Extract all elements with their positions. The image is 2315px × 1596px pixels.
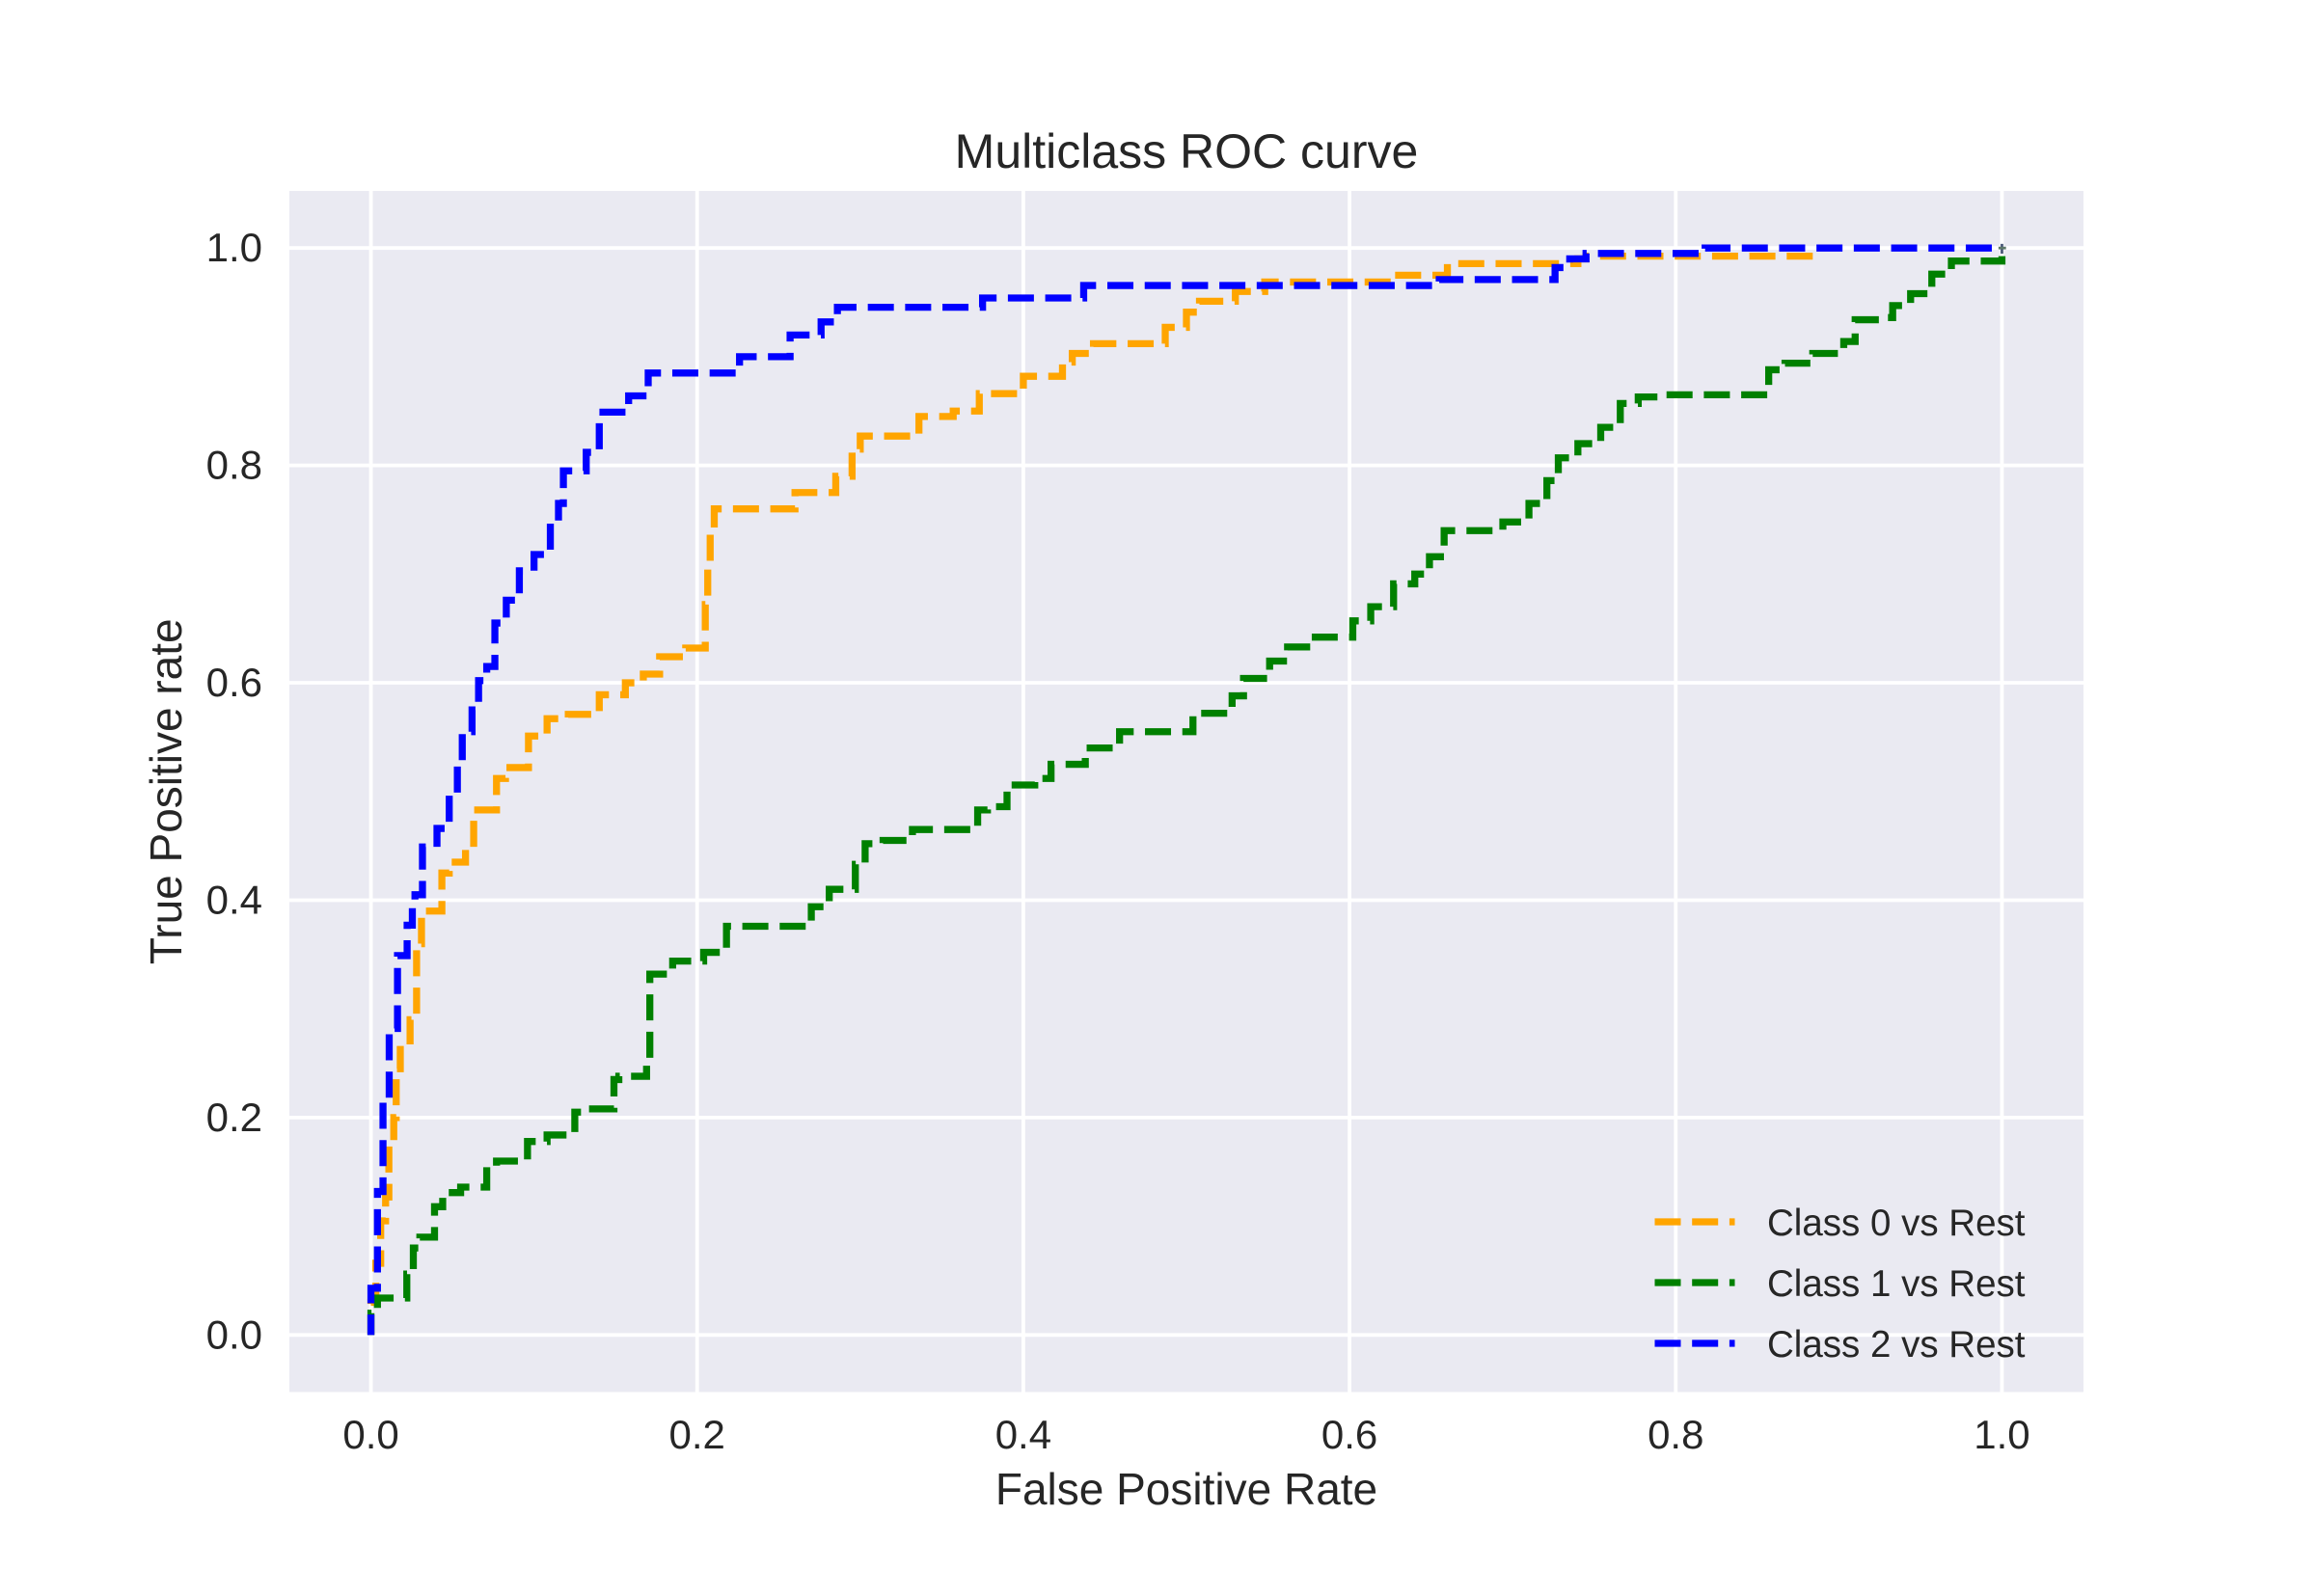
x-tick-label: 0.6 bbox=[1321, 1412, 1377, 1457]
legend-entry: Class 1 vs Rest bbox=[1654, 1263, 2026, 1305]
y-tick-label: 0.2 bbox=[206, 1095, 262, 1140]
legend-label: Class 2 vs Rest bbox=[1767, 1324, 2026, 1366]
chart-title: Multiclass ROC curve bbox=[955, 124, 1419, 178]
legend-label: Class 0 vs Rest bbox=[1767, 1203, 2026, 1244]
legend-entry: Class 2 vs Rest bbox=[1654, 1324, 2026, 1366]
y-tick-label: 0.8 bbox=[206, 443, 262, 488]
x-tick-label: 1.0 bbox=[1974, 1412, 2029, 1457]
axes-background bbox=[289, 191, 2084, 1393]
x-tick-label: 0.8 bbox=[1648, 1412, 1703, 1457]
x-tick-label: 0.4 bbox=[995, 1412, 1051, 1457]
y-tick-label: 0.6 bbox=[206, 660, 262, 705]
y-tick-labels: 0.0 0.2 0.4 0.6 0.8 1.0 bbox=[206, 225, 262, 1357]
y-tick-label: 1.0 bbox=[206, 225, 262, 270]
endpoint-marker bbox=[1998, 243, 2006, 255]
endpoint-marker-horizontal bbox=[1998, 246, 2006, 250]
legend: Class 0 vs Rest Class 1 vs Rest Class 2 vs… bbox=[1654, 1203, 2026, 1366]
x-tick-label: 0.2 bbox=[669, 1412, 725, 1457]
roc-curve-class-2 bbox=[367, 244, 2002, 1336]
x-tick-label: 0.0 bbox=[342, 1412, 398, 1457]
x-tick-labels: 0.0 0.2 0.4 0.6 0.8 1.0 bbox=[342, 1412, 2029, 1457]
grid-lines bbox=[289, 191, 2084, 1393]
roc-curve-class-1 bbox=[367, 248, 2006, 1336]
y-tick-label: 0.0 bbox=[206, 1312, 262, 1357]
legend-entry: Class 0 vs Rest bbox=[1654, 1203, 2026, 1244]
legend-label: Class 1 vs Rest bbox=[1767, 1263, 2026, 1305]
y-axis-label: True Positive rate bbox=[141, 618, 191, 964]
x-axis-label: False Positive Rate bbox=[995, 1464, 1377, 1514]
roc-curves bbox=[367, 243, 2006, 1336]
roc-curve-class-0 bbox=[367, 252, 1813, 1336]
y-tick-label: 0.4 bbox=[206, 877, 262, 922]
